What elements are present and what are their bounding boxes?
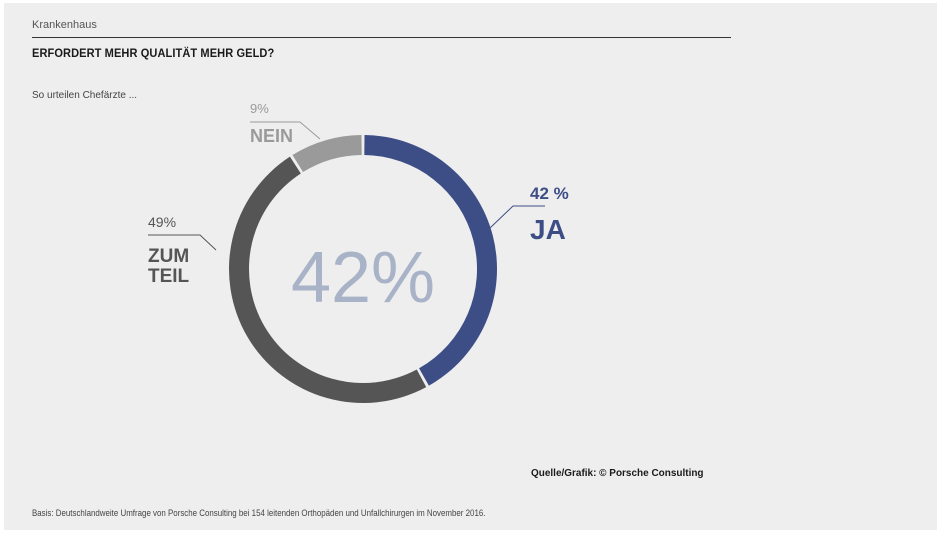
- donut-slice-nein: [292, 135, 362, 173]
- nein-value-label: 9%: [250, 101, 269, 116]
- basis-footnote: Basis: Deutschlandweite Umfrage von Pors…: [32, 508, 486, 518]
- ja-value-label: 42 %: [530, 184, 569, 203]
- donut-slice-zum-teil: [229, 156, 427, 403]
- donut-slice-ja: [364, 135, 497, 386]
- donut-slices: [229, 135, 497, 403]
- chart-title: ERFORDERT MEHR QUALITÄT MEHR GELD?: [32, 46, 275, 60]
- ja-category-label: JA: [530, 214, 566, 245]
- chart-panel: [4, 3, 937, 530]
- zum-teil-line-1: ZUM: [148, 246, 189, 267]
- nein-leader-line: [250, 121, 321, 140]
- zum-teil-line-2: TEIL: [148, 266, 190, 287]
- zum-teil-leader-line: [148, 234, 217, 251]
- ja-leader-line: [489, 205, 545, 229]
- zum-teil-category-label: ZUM TEIL: [148, 246, 194, 287]
- section-kicker: Krankenhaus: [32, 19, 97, 31]
- chart-subtitle: So urteilen Chefärzte ...: [32, 90, 138, 101]
- source-credit: Quelle/Grafik: © Porsche Consulting: [531, 467, 704, 479]
- center-label: 42%: [291, 238, 435, 318]
- zum-teil-value-label: 49%: [148, 214, 176, 230]
- header-rule: [32, 37, 731, 38]
- nein-category-label: NEIN: [250, 126, 293, 146]
